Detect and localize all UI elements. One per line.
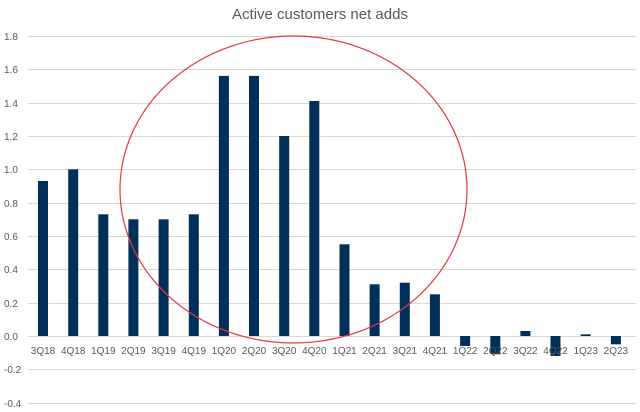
y-tick-label: 1.6 xyxy=(4,65,18,76)
gridlines xyxy=(28,36,636,404)
y-tick-label: 0.0 xyxy=(4,332,18,343)
x-tick-label: 2Q21 xyxy=(362,346,387,357)
x-tick-label: 2Q22 xyxy=(483,346,508,357)
bar-4q19 xyxy=(188,214,199,336)
bar-4q22 xyxy=(550,336,561,356)
y-tick-label: 0.2 xyxy=(4,299,18,310)
y-tick-label: 0.6 xyxy=(4,232,18,243)
bar-2q23 xyxy=(610,336,621,345)
bar-1q21 xyxy=(339,244,350,336)
bar-2q22 xyxy=(490,336,501,355)
bar-2q20 xyxy=(249,75,259,337)
bar-2q19 xyxy=(128,219,139,336)
x-tick-label: 4Q21 xyxy=(423,346,448,357)
x-tick-label: 3Q21 xyxy=(393,346,418,357)
bar-3q18 xyxy=(38,181,48,336)
bar-4q18 xyxy=(68,169,79,336)
highlight-ellipse xyxy=(119,35,468,344)
bar-1q22 xyxy=(460,336,471,346)
bar-3q21 xyxy=(399,282,410,336)
y-tick-label: 0.8 xyxy=(4,199,18,210)
bar-1q23 xyxy=(580,334,591,336)
bar-4q21 xyxy=(429,294,440,336)
y-tick-label: 1.4 xyxy=(4,99,18,110)
x-tick-label: 3Q19 xyxy=(151,346,176,357)
x-tick-label: 3Q18 xyxy=(31,346,56,357)
bar-3q19 xyxy=(158,219,169,336)
bar-1q20 xyxy=(218,75,229,337)
y-tick-label: 0.4 xyxy=(4,265,18,276)
bar-3q22 xyxy=(520,331,531,336)
x-tick-label: 4Q19 xyxy=(182,346,207,357)
x-tick-label: 3Q20 xyxy=(272,346,297,357)
bar-4q20 xyxy=(309,101,320,336)
x-tick-label: 1Q22 xyxy=(453,346,478,357)
x-tick-label: 2Q20 xyxy=(242,346,267,357)
bar-2q21 xyxy=(369,284,380,336)
y-axis-labels: 1.8 1.6 1.4 1.2 1.0 0.8 0.6 0.4 0.2 0.0 -0.2 -0.4 xyxy=(4,32,22,410)
y-tick-label: -0.4 xyxy=(4,399,22,410)
x-tick-label: 1Q19 xyxy=(91,346,116,357)
chart-title: Active customers net adds xyxy=(232,6,408,23)
y-tick-label: 1.8 xyxy=(4,32,18,43)
bar-1q19 xyxy=(98,214,109,336)
y-tick-label: -0.2 xyxy=(4,365,22,376)
bars xyxy=(38,75,621,356)
x-tick-label: 1Q20 xyxy=(212,346,237,357)
bar-3q20 xyxy=(279,136,290,336)
y-tick-label: 1.0 xyxy=(4,165,18,176)
x-tick-label: 1Q23 xyxy=(573,346,598,357)
x-tick-label: 4Q18 xyxy=(61,346,86,357)
x-tick-label: 2Q19 xyxy=(121,346,146,357)
x-tick-label: 4Q22 xyxy=(543,346,568,357)
x-axis-labels: 3Q18 4Q18 1Q19 2Q19 3Q19 4Q19 1Q20 2Q20 3Q20 4Q20… xyxy=(31,346,629,357)
x-tick-label: 4Q20 xyxy=(302,346,327,357)
x-tick-label: 1Q21 xyxy=(332,346,357,357)
x-tick-label: 2Q23 xyxy=(604,346,629,357)
x-tick-label: 3Q22 xyxy=(513,346,538,357)
y-tick-label: 1.2 xyxy=(4,132,18,143)
